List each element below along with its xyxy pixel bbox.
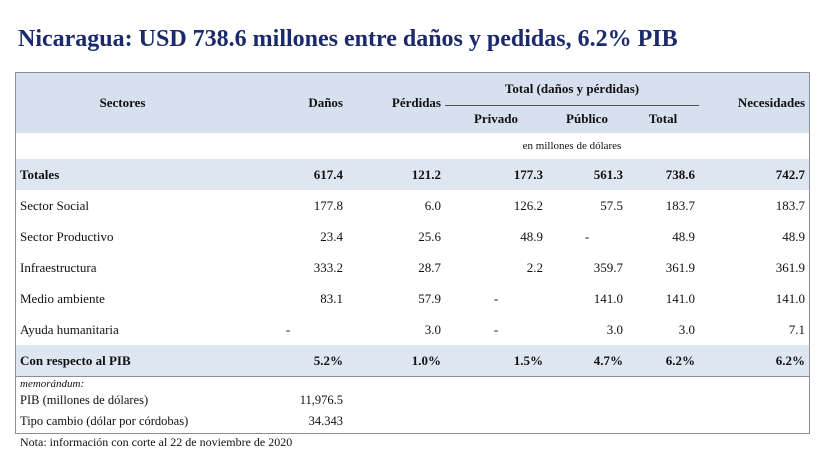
memo-label: memorándum: [20, 377, 85, 390]
memo-tc-value: 34.343 [308, 414, 343, 428]
cell-danos: 177.8 [313, 197, 343, 213]
cell-necesidades: 183.7 [775, 197, 806, 213]
cell-privado: 48.9 [520, 228, 543, 244]
cell-sector: Ayuda humanitaria [20, 321, 119, 337]
cell-publico: - [584, 228, 590, 244]
cell-perdidas: 25.6 [418, 228, 441, 244]
footnote: Nota: información con corte al 22 de nov… [20, 435, 293, 449]
cell-sector: Infraestructura [20, 259, 97, 275]
cell-perdidas: 1.0% [411, 352, 441, 368]
cell-total: 738.6 [665, 166, 696, 182]
cell-privado: - [493, 321, 499, 337]
table-row: Sector Social 177.8 6.0 126.2 57.5 183.7… [16, 190, 809, 221]
header-publico: Público [566, 111, 608, 127]
header-danos: Daños [308, 95, 343, 110]
damage-table: Sectores Daños Pérdidas Total (daños y p… [16, 73, 810, 433]
cell-publico: 57.5 [600, 197, 623, 213]
cell-necesidades: 742.7 [775, 166, 806, 182]
table-row: Sector Productivo 23.4 25.6 48.9 - 48.9 … [16, 221, 809, 252]
cell-publico: 3.0 [606, 321, 623, 337]
cell-privado: 177.3 [513, 166, 543, 182]
header-sectores: Sectores [99, 95, 146, 110]
cell-sector: Totales [20, 166, 60, 182]
header-privado: Privado [473, 111, 519, 127]
cell-total: 3.0 [678, 321, 696, 337]
cell-sector: Sector Social [20, 197, 89, 213]
cell-necesidades: 141.0 [775, 290, 806, 306]
cell-privado: 126.2 [513, 197, 543, 213]
page-title: Nicaragua: USD 738.6 millones entre daño… [18, 26, 678, 52]
cell-necesidades: 48.9 [782, 228, 806, 244]
cell-publico: 359.7 [593, 259, 623, 275]
cell-danos: 617.4 [313, 166, 343, 182]
cell-perdidas: 121.2 [411, 166, 441, 182]
cell-publico: 141.0 [593, 290, 623, 306]
damage-table-container: Sectores Daños Pérdidas Total (daños y p… [15, 72, 810, 434]
unit-note: en millones de dólares [522, 140, 622, 152]
cell-privado: 2.2 [526, 259, 543, 275]
cell-danos: 5.2% [313, 352, 343, 368]
memo-pib-value: 11,976.5 [299, 393, 343, 407]
table-row-totales: Totales 617.4 121.2 177.3 561.3 738.6 74… [16, 159, 810, 190]
cell-necesidades: 361.9 [775, 259, 806, 275]
header-necesidades: Necesidades [737, 95, 806, 110]
cell-total: 48.9 [672, 228, 696, 244]
cell-necesidades: 6.2% [775, 352, 806, 368]
cell-danos: - [285, 321, 291, 337]
memo-pib-label: PIB (millones de dólares) [20, 393, 149, 407]
table-row: Infraestructura 333.2 28.7 2.2 359.7 361… [16, 252, 809, 283]
cell-total: 183.7 [665, 197, 696, 213]
cell-perdidas: 28.7 [418, 259, 441, 275]
cell-sector: Sector Productivo [20, 228, 114, 244]
cell-total: 141.0 [665, 290, 696, 306]
cell-total: 361.9 [665, 259, 696, 275]
table-row: Medio ambiente 83.1 57.9 - 141.0 141.0 1… [16, 283, 809, 314]
table-row-pib: Con respecto al PIB 5.2% 1.0% 1.5% 4.7% … [16, 345, 810, 377]
table-row: Ayuda humanitaria - 3.0 - 3.0 3.0 7.1 [16, 314, 809, 345]
cell-danos: 23.4 [320, 228, 343, 244]
cell-danos: 333.2 [313, 259, 343, 275]
cell-sector: Con respecto al PIB [20, 352, 131, 368]
cell-danos: 83.1 [320, 290, 343, 306]
cell-perdidas: 57.9 [418, 290, 441, 306]
header-total-group: Total (daños y pérdidas) [445, 73, 700, 106]
cell-sector: Medio ambiente [20, 290, 105, 306]
cell-privado: 1.5% [513, 352, 543, 368]
cell-publico: 4.7% [593, 352, 623, 368]
memo-tc-label: Tipo cambio (dólar por córdobas) [20, 414, 189, 428]
cell-perdidas: 3.0 [424, 321, 441, 337]
header-total: Total [648, 111, 678, 127]
cell-necesidades: 7.1 [788, 321, 806, 337]
cell-total: 6.2% [665, 352, 696, 368]
cell-privado: - [493, 290, 499, 306]
cell-perdidas: 6.0 [424, 197, 441, 213]
header-perdidas: Pérdidas [391, 95, 441, 110]
cell-publico: 561.3 [593, 166, 623, 182]
